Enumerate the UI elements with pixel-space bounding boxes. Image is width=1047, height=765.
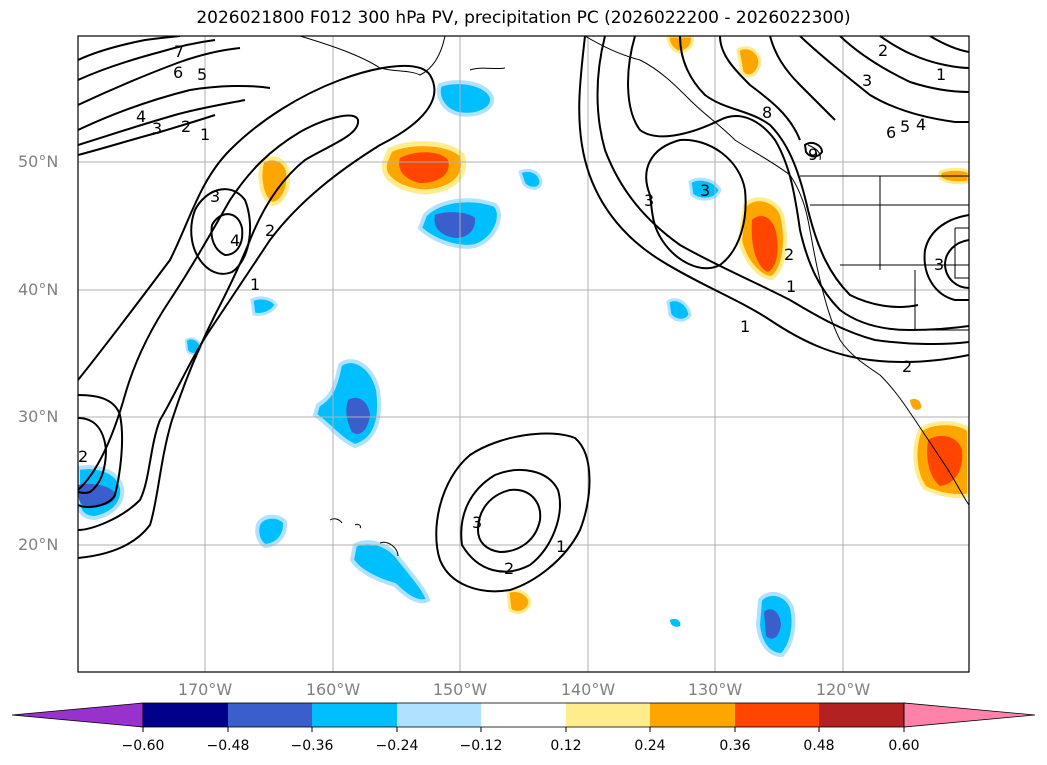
colorbar-segment (566, 703, 650, 727)
contour-label: 4 (916, 115, 926, 134)
contour-label: 1 (936, 65, 946, 84)
contour-label: 2 (78, 447, 88, 466)
precip-blob (399, 152, 449, 183)
colorbar-tick-label: 0.60 (888, 738, 920, 754)
contour-label: 3 (862, 71, 872, 90)
contour-label: 1 (200, 125, 210, 144)
precip-blob (258, 156, 291, 207)
precip-blob (927, 435, 963, 486)
lat-label: 40°N (18, 280, 59, 299)
colorbar-tick-label: −0.12 (459, 738, 503, 754)
map-frame (77, 35, 970, 673)
contour-label: 2 (265, 221, 275, 240)
contour-label: 6 (886, 123, 896, 142)
contour-label: 1 (740, 317, 750, 336)
precip-blob (518, 168, 543, 190)
colorbar-tick-label: −0.60 (121, 738, 165, 754)
colorbar-tick-label: 0.24 (634, 738, 666, 754)
colorbar-segment (481, 703, 566, 727)
colorbar-tick-label: 0.12 (550, 738, 582, 754)
precip-blob (910, 398, 922, 410)
lon-label: 170°W (177, 680, 233, 699)
pv-contours (78, 36, 969, 593)
graticule (78, 36, 969, 672)
contour-label: 7 (174, 42, 184, 61)
colorbar-tick-label: −0.48 (206, 738, 250, 754)
coastlines (299, 36, 969, 557)
contour-label: 2 (181, 117, 191, 136)
precip-blob (751, 216, 778, 272)
colorbar-extend-low (11, 702, 144, 728)
contour-label: 3 (210, 187, 220, 206)
colorbar-tick-label: 0.36 (719, 738, 751, 754)
contour-label: 4 (230, 231, 240, 250)
contour-labels: 7 6 5 4 3 2 1 3 2 4 1 2 3 1 2 8 9 3 6 5 … (78, 41, 946, 578)
precip-blob (670, 618, 681, 627)
precip-blob (736, 46, 762, 78)
precip-blob (688, 177, 722, 201)
colorbar-segment (735, 703, 819, 727)
contour-label: 2 (784, 245, 794, 264)
precip-blob (312, 359, 382, 449)
colorbar-extend-high (903, 702, 1036, 728)
lon-label: 140°W (560, 680, 616, 699)
contour-label: 3 (644, 191, 654, 210)
precip-blob (506, 588, 532, 614)
contour-label: 5 (197, 65, 207, 84)
contour-label: 3 (700, 181, 710, 200)
lat-label: 30°N (18, 407, 59, 426)
contour-label: 3 (472, 513, 482, 532)
precip-positive-areas (258, 36, 969, 614)
lon-label: 150°W (432, 680, 488, 699)
lon-label: 120°W (815, 680, 871, 699)
contour-label: 3 (152, 119, 162, 138)
contour-label: 1 (786, 277, 796, 296)
precip-blob (346, 397, 370, 435)
precip-blob (255, 514, 288, 549)
lat-label: 20°N (18, 535, 59, 554)
precip-blob (666, 298, 692, 322)
precip-blob (434, 212, 476, 238)
colorbar-tick-label: 0.48 (803, 738, 835, 754)
precip-blob (250, 296, 278, 316)
colorbar-segment (819, 703, 904, 727)
colorbar-tick-label: −0.36 (290, 738, 334, 754)
contour-label: 5 (900, 117, 910, 136)
colorbar-segment (397, 703, 481, 727)
lon-label: 160°W (305, 680, 361, 699)
colorbar-segment (312, 703, 397, 727)
lat-label: 50°N (18, 152, 59, 171)
contour-label: 2 (902, 357, 912, 376)
colorbar (11, 702, 1036, 732)
precip-blob (764, 609, 781, 639)
contour-label: 1 (250, 275, 260, 294)
contour-label: 8 (762, 103, 772, 122)
colorbar-segment (228, 703, 312, 727)
precip-blob (78, 483, 116, 507)
precip-negative-areas (78, 80, 796, 658)
map-title: 2026021800 F012 300 hPa PV, precipitatio… (196, 8, 851, 28)
colorbar-tick-label: −0.24 (375, 738, 419, 754)
contour-label: 6 (173, 63, 183, 82)
lon-label: 130°W (687, 680, 743, 699)
precip-blob (436, 80, 494, 117)
precip-blob (349, 540, 431, 604)
contour-label: 1 (556, 537, 566, 556)
contour-label: 3 (934, 255, 944, 274)
colorbar-segment (650, 703, 735, 727)
contour-label: 2 (504, 559, 514, 578)
contour-label: 4 (136, 107, 146, 126)
contour-label: 2 (878, 41, 888, 60)
contour-label: 9 (808, 145, 818, 164)
colorbar-segment (143, 703, 228, 727)
